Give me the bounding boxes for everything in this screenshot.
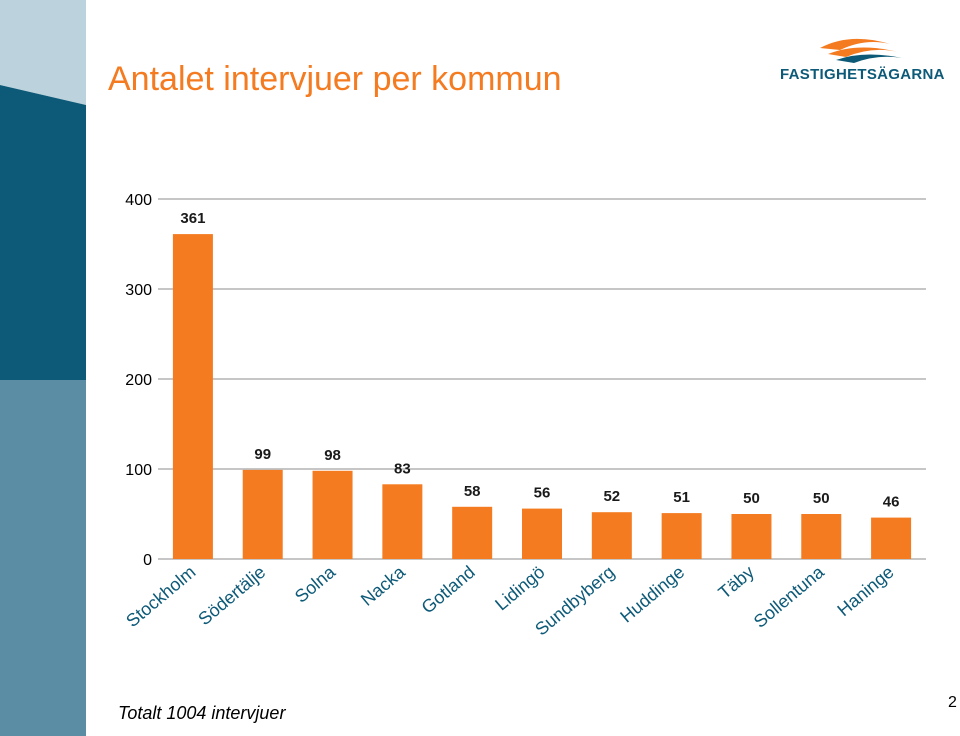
bar bbox=[242, 469, 283, 559]
y-tick-label: 0 bbox=[143, 552, 152, 569]
data-label: 83 bbox=[394, 460, 411, 477]
data-label: 58 bbox=[464, 483, 481, 500]
page-number: 2 bbox=[948, 694, 957, 711]
company-logo: FASTIGHETSÄGARNA bbox=[780, 30, 945, 90]
slide-title: Antalet intervjuer per kommun bbox=[108, 60, 562, 98]
bar bbox=[731, 514, 772, 559]
bar bbox=[452, 506, 493, 559]
x-tick-label: Lidingö bbox=[491, 562, 548, 615]
data-label: 50 bbox=[813, 490, 830, 507]
x-tick-label: Sollentuna bbox=[750, 561, 829, 632]
y-tick-label: 400 bbox=[125, 192, 152, 209]
bar bbox=[522, 508, 562, 559]
sidebar-dark-band bbox=[0, 85, 86, 400]
wave-logo-icon bbox=[820, 38, 902, 63]
data-label: 98 bbox=[324, 447, 341, 464]
x-tick-label: Solna bbox=[291, 561, 340, 607]
data-label: 361 bbox=[180, 210, 205, 227]
data-label: 52 bbox=[603, 488, 620, 505]
y-tick-label: 200 bbox=[125, 372, 152, 389]
decorative-sidebar bbox=[0, 0, 86, 736]
x-tick-label: Haninge bbox=[833, 562, 897, 620]
bar bbox=[661, 513, 702, 559]
x-tick-label: Nacka bbox=[357, 561, 410, 610]
sidebar-mid-band bbox=[0, 380, 86, 736]
bar bbox=[871, 517, 912, 559]
y-tick-label: 300 bbox=[125, 282, 152, 299]
x-tick-label: Södertälje bbox=[194, 562, 269, 629]
bar bbox=[591, 512, 632, 559]
logo-text: FASTIGHETSÄGARNA bbox=[780, 66, 945, 83]
x-tick-label: Huddinge bbox=[616, 562, 688, 627]
footer-note: Totalt 1004 intervjuer bbox=[118, 703, 286, 723]
x-tick-label: Gotland bbox=[418, 562, 479, 618]
bar bbox=[801, 514, 842, 559]
x-tick-label: Täby bbox=[715, 562, 759, 603]
bar bbox=[172, 234, 213, 559]
data-label: 56 bbox=[534, 485, 551, 502]
sidebar-light-band bbox=[0, 0, 86, 105]
data-label: 50 bbox=[743, 490, 760, 507]
x-tick-label: Stockholm bbox=[122, 562, 199, 631]
bar bbox=[382, 484, 423, 559]
y-tick-label: 100 bbox=[125, 462, 152, 479]
bar bbox=[312, 470, 353, 559]
data-label: 46 bbox=[883, 494, 900, 511]
data-label: 51 bbox=[673, 489, 690, 506]
data-label: 99 bbox=[254, 446, 271, 463]
